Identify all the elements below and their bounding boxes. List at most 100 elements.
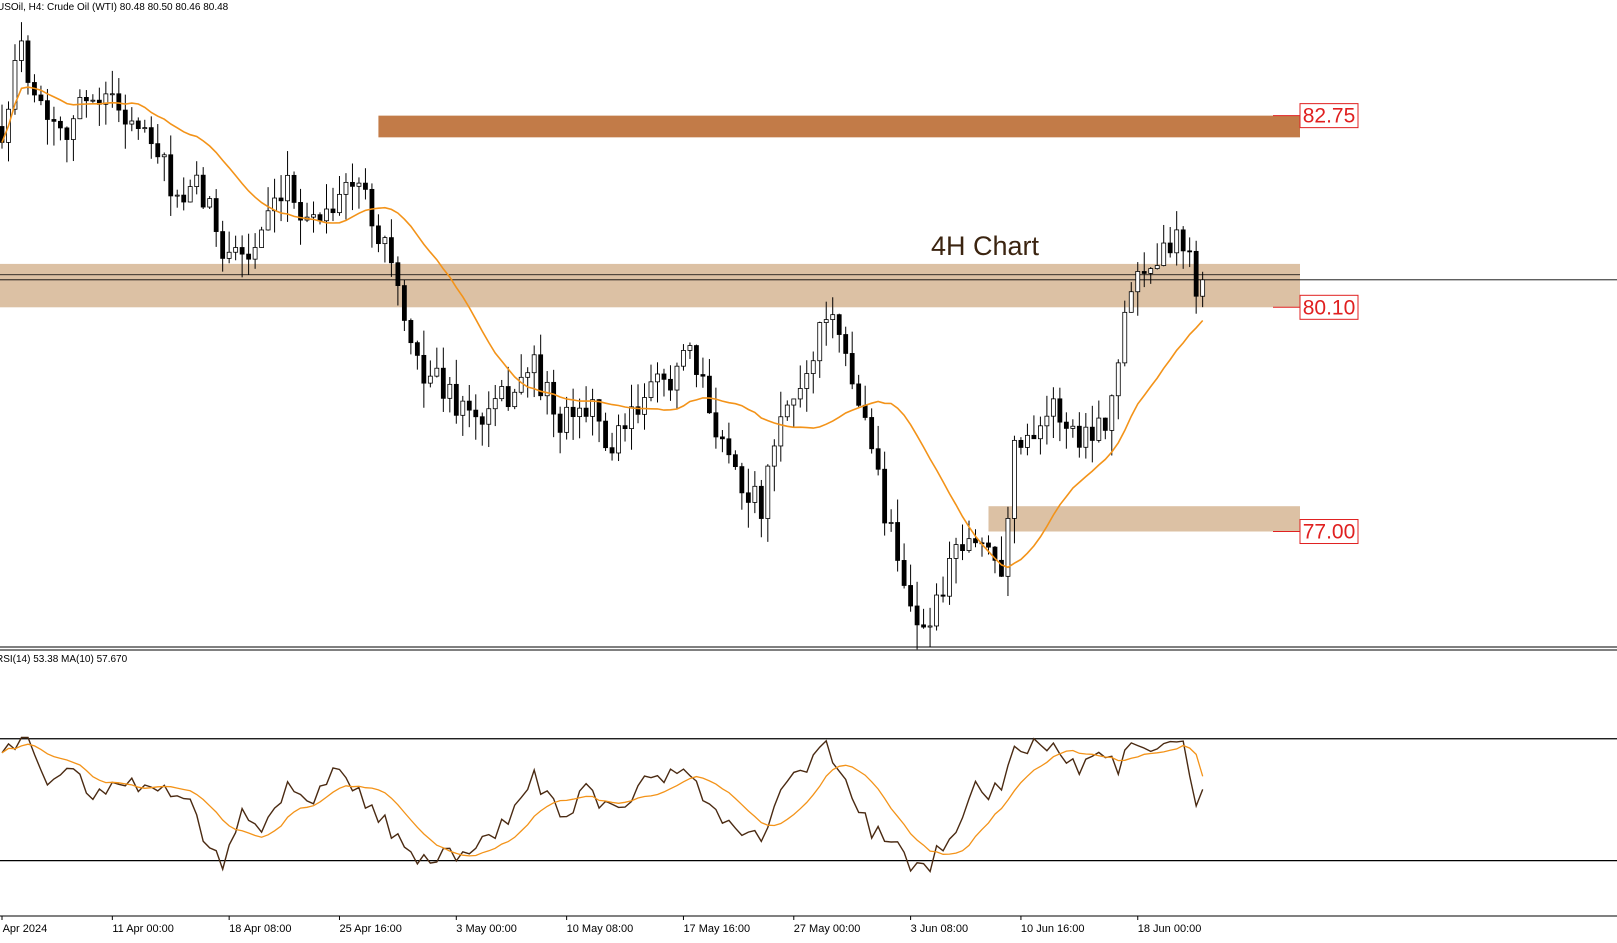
candle-body bbox=[590, 399, 595, 417]
candle-body bbox=[668, 378, 673, 391]
candle-body bbox=[109, 93, 115, 96]
rsi-label: RSI(14) 53.38 MA(10) 57.670 bbox=[0, 654, 128, 665]
candle-body bbox=[882, 468, 888, 524]
candle-body bbox=[1135, 271, 1141, 293]
candle-body bbox=[986, 542, 991, 548]
candle-body bbox=[1180, 229, 1186, 252]
candle-body bbox=[207, 198, 213, 208]
candle-body bbox=[1109, 395, 1115, 431]
level-label-text: 77.00 bbox=[1303, 521, 1356, 544]
candle-body bbox=[707, 375, 712, 414]
x-tick-label: 10 May 08:00 bbox=[567, 923, 634, 935]
candle-body bbox=[129, 120, 135, 125]
candle-body bbox=[1187, 250, 1193, 253]
rsi-layer bbox=[0, 736, 1617, 874]
candle-body bbox=[155, 143, 161, 158]
candle-body bbox=[999, 559, 1004, 577]
candle-body bbox=[635, 406, 641, 415]
moving-average-layer bbox=[1, 86, 1204, 569]
candle-body bbox=[694, 345, 699, 375]
candle-body bbox=[317, 214, 323, 222]
candle-body bbox=[856, 383, 862, 406]
candle-body bbox=[1083, 426, 1089, 448]
candle-body bbox=[557, 413, 563, 433]
candle-body bbox=[888, 522, 894, 524]
candle-body bbox=[544, 381, 550, 397]
candle-body bbox=[298, 202, 303, 221]
candle-body bbox=[486, 408, 492, 425]
candle-body bbox=[343, 181, 349, 195]
candle-body bbox=[629, 406, 634, 430]
candle-body bbox=[1174, 229, 1180, 254]
candle-body bbox=[122, 109, 128, 125]
candle-body bbox=[1012, 439, 1017, 519]
candle-body bbox=[181, 194, 187, 203]
candle-body bbox=[1115, 362, 1121, 397]
level-label-82.75: 82.75 bbox=[1299, 103, 1359, 129]
candle-body bbox=[265, 210, 271, 231]
candle-body bbox=[427, 375, 433, 384]
x-tick-label: 18 Jun 00:00 bbox=[1138, 923, 1202, 935]
candle-body bbox=[1089, 426, 1095, 441]
candle-body bbox=[213, 198, 219, 232]
candle-body bbox=[1063, 421, 1069, 429]
x-tick-label: 3 May 00:00 bbox=[456, 923, 517, 935]
x-tick-label: 25 Apr 16:00 bbox=[339, 923, 401, 935]
candle-body bbox=[609, 447, 615, 454]
candle-body bbox=[713, 412, 719, 438]
candle-body bbox=[77, 97, 83, 120]
candle-body bbox=[174, 194, 180, 197]
candle-body bbox=[966, 538, 972, 551]
candle-body bbox=[369, 188, 375, 227]
candles-layer bbox=[0, 22, 1206, 650]
candle-body bbox=[752, 485, 758, 503]
candle-body bbox=[875, 448, 881, 470]
level-label-text: 82.75 bbox=[1303, 105, 1356, 128]
candle-body bbox=[525, 372, 531, 378]
candle-body bbox=[350, 181, 355, 187]
candle-body bbox=[1044, 415, 1050, 427]
candle-body bbox=[947, 558, 952, 597]
candle-body bbox=[836, 314, 842, 335]
candle-body bbox=[661, 373, 667, 380]
candle-body bbox=[745, 492, 751, 503]
candle-body bbox=[1096, 417, 1102, 441]
candle-body bbox=[479, 416, 485, 425]
candle-body bbox=[791, 398, 797, 406]
candle-body bbox=[648, 381, 654, 398]
candle-body bbox=[1102, 417, 1108, 431]
candle-body bbox=[499, 386, 505, 400]
candle-body bbox=[434, 367, 440, 377]
candle-body bbox=[973, 538, 978, 544]
candle-body bbox=[577, 407, 583, 418]
candle-body bbox=[330, 208, 336, 214]
candle-body bbox=[674, 365, 680, 391]
candle-body bbox=[246, 253, 252, 260]
candle-body bbox=[570, 406, 576, 418]
zones-layer bbox=[0, 115, 1617, 532]
candle-body bbox=[187, 186, 193, 203]
candle-body bbox=[408, 320, 414, 344]
rsi-ma-line bbox=[1, 743, 1204, 857]
candle-body bbox=[363, 182, 368, 190]
candle-body bbox=[719, 436, 725, 440]
candle-body bbox=[849, 353, 855, 385]
candle-body bbox=[356, 182, 362, 187]
candle-body bbox=[103, 93, 109, 105]
candle-body bbox=[233, 247, 239, 253]
candle-body bbox=[862, 404, 868, 418]
candle-body bbox=[259, 229, 265, 248]
candle-body bbox=[1031, 434, 1037, 440]
level-zone-77.00 bbox=[988, 506, 1300, 532]
candle-body bbox=[901, 560, 907, 586]
candle-body bbox=[551, 381, 557, 415]
candle-body bbox=[376, 225, 381, 245]
candle-body bbox=[687, 345, 693, 351]
candle-body bbox=[453, 383, 459, 416]
x-tick-label: 4 Apr 2024 bbox=[0, 923, 47, 935]
x-tick-label: 10 Jun 16:00 bbox=[1021, 923, 1085, 935]
candle-body bbox=[1161, 242, 1167, 266]
candle-body bbox=[583, 407, 589, 417]
